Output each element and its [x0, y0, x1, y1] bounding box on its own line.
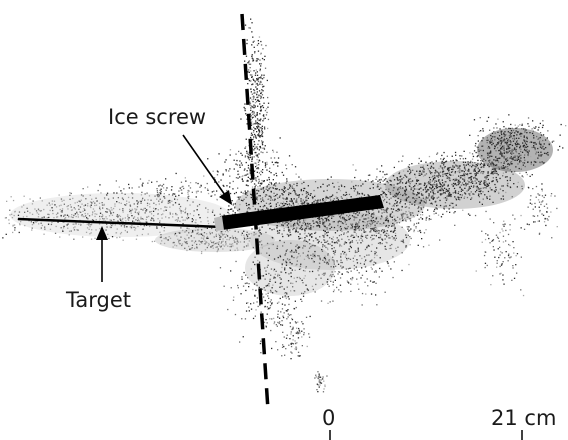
ice-screw-tip	[214, 216, 224, 231]
scale-bar-start-label: 0	[322, 406, 335, 430]
ice-screw-label: Ice screw	[108, 105, 206, 129]
ice-screw-arrowhead	[219, 190, 232, 205]
ice-screw-pointer-line	[182, 134, 226, 196]
target-arrowhead	[96, 226, 108, 240]
target-line	[17, 217, 223, 229]
ice-screw-axis	[220, 195, 384, 230]
dashed-reference-line	[240, 13, 270, 411]
scale-bar: 0 21 cm	[322, 406, 556, 440]
target-label: Target	[65, 288, 131, 312]
scale-bar-end-label: 21 cm	[491, 406, 556, 430]
